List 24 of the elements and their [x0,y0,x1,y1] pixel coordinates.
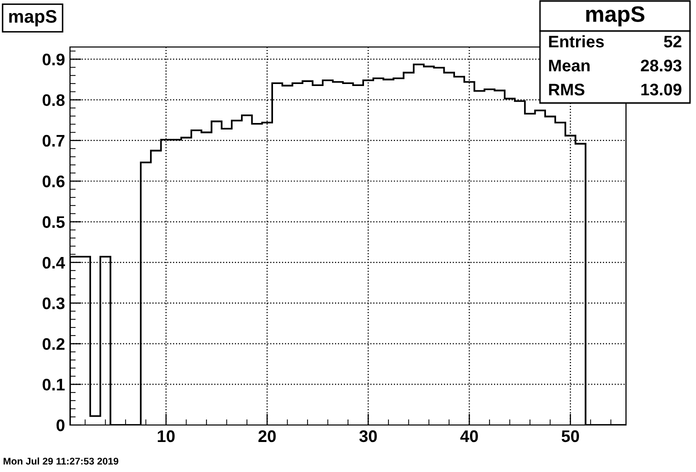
y-tick-label: 0.1 [42,378,65,391]
x-tick-label: 10 [158,430,175,442]
text: Mon Jul 29 11:27:53 2019 [4,457,118,465]
y-tick-label: 0.8 [42,94,65,106]
annotation: Mean [549,60,590,72]
annotation: Entries [549,35,604,48]
y-tick-label: 0.2 [42,338,64,350]
y-tick-label: 0.5 [42,216,65,228]
y-tick-label: 0.6 [42,176,65,188]
y-tick-label: 0.9 [42,54,65,66]
x-tick-label: 50 [562,430,579,442]
text: 28.93 [640,60,682,72]
y-tick-label: 0.7 [42,134,64,147]
text: 13.09 [641,84,682,96]
chart-title: mapS [9,10,56,26]
y-tick-label: 0 [56,419,64,432]
x-tick-label: 30 [359,430,377,442]
y-tick-label: 0.4 [42,256,66,269]
x-tick-label: 20 [258,430,276,442]
text: mapS [586,6,644,26]
y-tick-label: 0.3 [42,297,65,310]
text: 52 [664,36,682,48]
annotation: RMS [549,84,584,96]
x-tick-label: 40 [460,430,478,442]
